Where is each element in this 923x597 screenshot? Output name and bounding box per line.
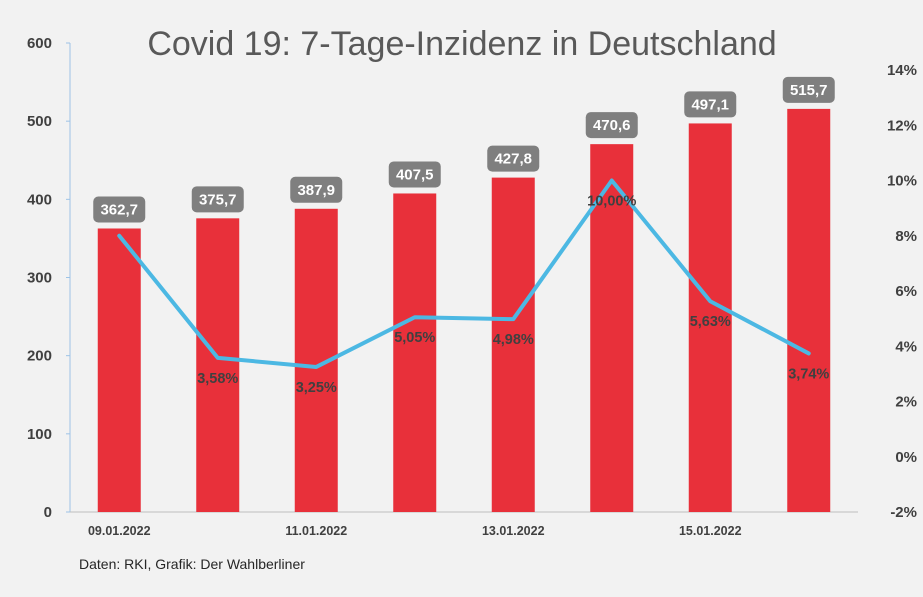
bar-value-box — [585, 112, 638, 139]
bar-series — [97, 108, 831, 513]
bar-value-box — [684, 91, 737, 118]
line-series — [117, 178, 811, 369]
bar — [787, 108, 831, 512]
bar-value-text: 470,6 — [593, 117, 631, 134]
line-value-label: 3,25% — [296, 380, 337, 396]
bar — [590, 144, 634, 513]
bar-value-label: 515,7 — [782, 76, 835, 103]
line-value-label: 3,74% — [788, 366, 829, 382]
bar-value-text: 362,7 — [100, 201, 138, 218]
line-value-label: 10,00% — [587, 194, 636, 210]
bar-value-label: 387,9 — [290, 176, 343, 203]
bar — [97, 228, 141, 512]
right-tick-label: 2% — [895, 394, 917, 411]
bar-value-text: 375,7 — [199, 191, 237, 208]
x-tick-label: 09.01.2022 — [88, 524, 151, 538]
bar-value-labels: 362,7 375,7 387,9 407,5 427,8 470,6 497,1 515,7 — [93, 76, 835, 223]
x-tick-label: 13.01.2022 — [482, 524, 545, 538]
line-value-label: 5,63% — [690, 314, 731, 330]
right-y-axis: -2% 0% 2% 4% 6% 8% 10% 12% 14% — [887, 62, 917, 521]
bar-value-box — [487, 145, 540, 172]
right-tick-label: 0% — [895, 449, 917, 466]
bar — [688, 123, 732, 512]
x-tick-label: 15.01.2022 — [679, 524, 742, 538]
bar-value-box — [93, 196, 146, 223]
line-path — [117, 178, 811, 369]
bar-value-box — [388, 161, 441, 188]
x-axis: 09.01.2022 11.01.2022 13.01.2022 15.01.2022 — [70, 511, 858, 538]
bar-value-label: 362,7 — [93, 196, 146, 223]
right-tick-label: 14% — [887, 62, 917, 79]
left-tick-label: 0 — [44, 504, 52, 521]
left-y-axis: 0 100 200 300 400 500 600 — [27, 35, 71, 521]
left-tick-label: 500 — [27, 113, 52, 130]
bar-value-box — [782, 76, 835, 103]
bar — [196, 218, 240, 513]
bar-value-label: 407,5 — [388, 161, 441, 188]
right-tick-label: 10% — [887, 173, 917, 190]
bar-value-label: 470,6 — [585, 112, 638, 139]
source-note: Daten: RKI, Grafik: Der Wahlberliner — [79, 556, 305, 572]
line-value-label: 5,05% — [394, 330, 435, 346]
bar-value-text: 427,8 — [494, 151, 532, 168]
left-tick-label: 100 — [27, 426, 52, 443]
bar-value-text: 515,7 — [790, 82, 828, 99]
chart-title: Covid 19: 7-Tage-Inzidenz in Deutschland — [147, 25, 776, 63]
bar-value-text: 387,9 — [297, 182, 335, 199]
bar-value-box — [191, 186, 244, 213]
bar — [491, 177, 535, 512]
left-tick-label: 300 — [27, 270, 52, 287]
bar-value-label: 427,8 — [487, 145, 540, 172]
right-tick-label: 4% — [895, 338, 917, 355]
bar-value-label: 375,7 — [191, 186, 244, 213]
bar-value-box — [290, 176, 343, 203]
left-tick-label: 400 — [27, 191, 52, 208]
right-tick-label: 8% — [895, 228, 917, 245]
right-tick-label: -2% — [890, 504, 917, 521]
left-tick-label: 200 — [27, 348, 52, 365]
bar-value-text: 407,5 — [396, 166, 434, 183]
bar — [393, 193, 437, 513]
bar-value-text: 497,1 — [691, 96, 729, 113]
line-value-labels: 3,58% 3,25% 5,05% 4,98% 10,00% 5,63% 3,74% — [197, 194, 829, 396]
x-tick-label: 11.01.2022 — [285, 524, 347, 538]
right-tick-label: 6% — [895, 283, 917, 300]
line-value-label: 3,58% — [197, 371, 238, 387]
right-tick-label: 12% — [887, 117, 917, 134]
left-tick-label: 600 — [27, 35, 52, 52]
bar-value-label: 497,1 — [684, 91, 737, 118]
line-value-label: 4,98% — [493, 332, 534, 348]
